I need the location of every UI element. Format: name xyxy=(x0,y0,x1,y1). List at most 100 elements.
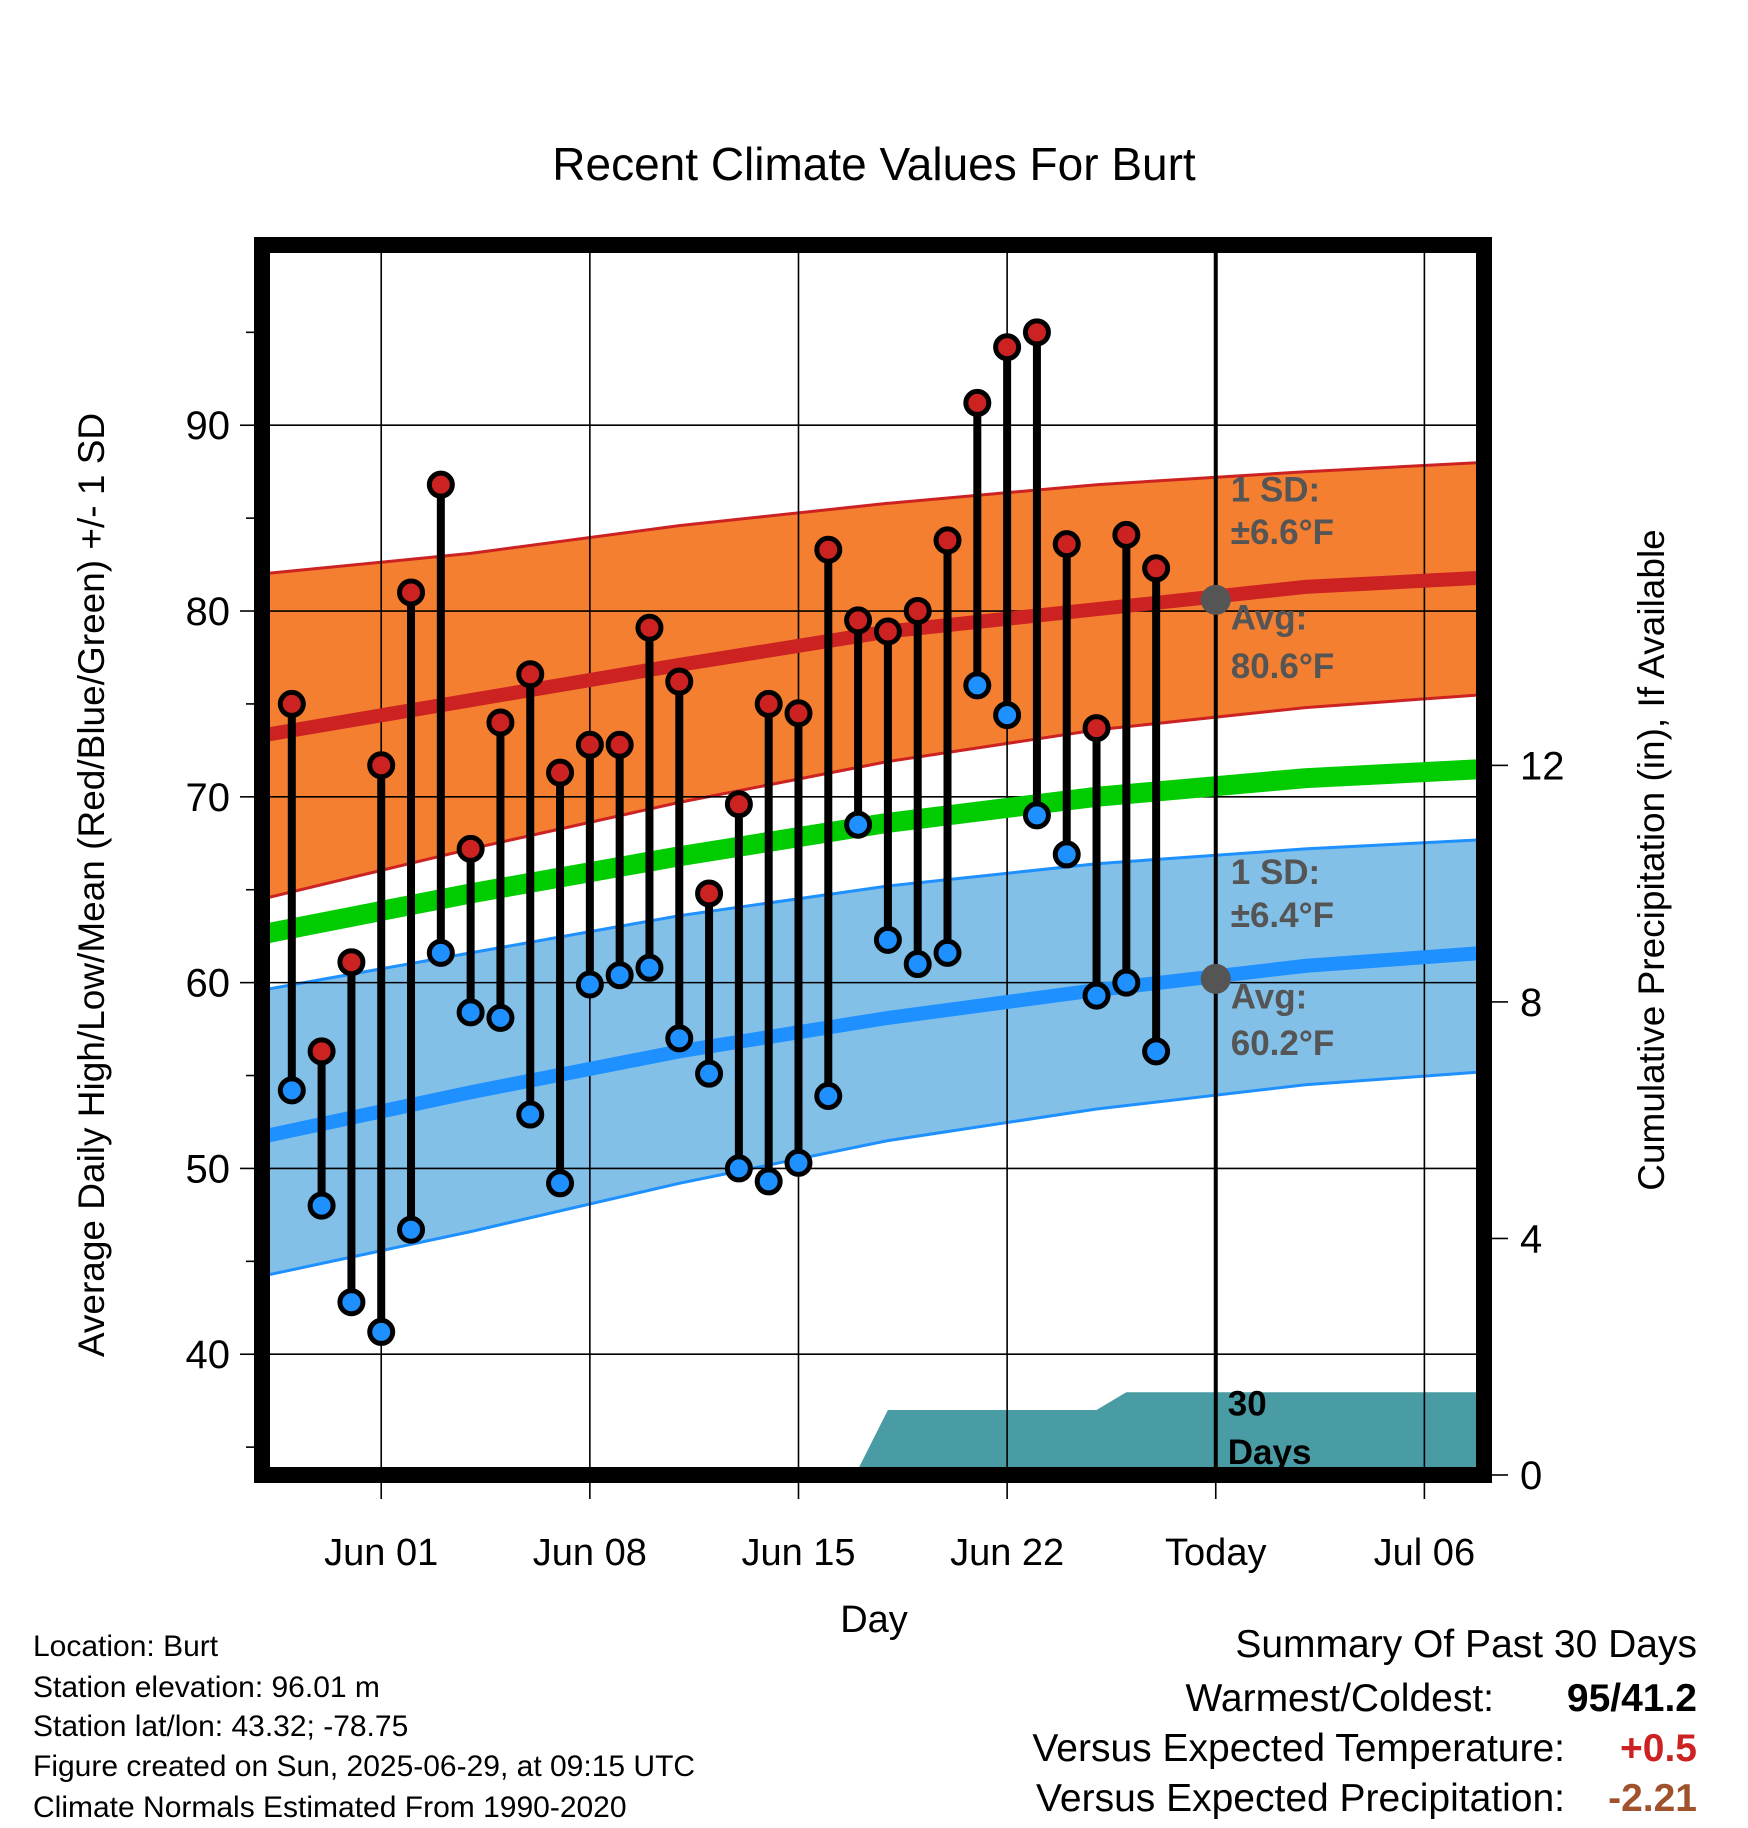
daily-low-point xyxy=(456,998,485,1027)
high-sd-label: 1 SD: xyxy=(1231,470,1320,509)
summary-precip-value: -2.21 xyxy=(1608,1777,1697,1820)
footer-created: Figure created on Sun, 2025-06-29, at 09… xyxy=(33,1750,695,1783)
footer-normals: Climate Normals Estimated From 1990-2020 xyxy=(33,1791,627,1824)
daily-low-point xyxy=(397,1215,426,1244)
daily-high-point xyxy=(277,689,306,718)
daily-low-point xyxy=(724,1154,753,1183)
daily-high-point xyxy=(873,617,902,646)
daily-low-point xyxy=(546,1169,575,1198)
daily-low-point xyxy=(814,1081,843,1110)
low-avg-label: Avg: xyxy=(1231,978,1307,1017)
y2-tick-label: 4 xyxy=(1520,1217,1542,1261)
daily-low-point xyxy=(605,961,634,990)
precip-area xyxy=(619,1392,1484,1475)
x-axis-label: Day xyxy=(840,1599,908,1641)
daily-low-point xyxy=(963,671,992,700)
footer-info: Location: Burt Station elevation: 96.01 … xyxy=(33,1630,695,1824)
daily-low-point xyxy=(903,950,932,979)
today-label-days-count: 30 xyxy=(1228,1385,1267,1424)
low-avg-marker xyxy=(1200,963,1231,994)
daily-high-point xyxy=(784,699,813,728)
high-avg-marker xyxy=(1200,584,1231,615)
daily-low-point xyxy=(337,1288,366,1317)
y-tick-label: 80 xyxy=(186,590,231,634)
high-sd-band xyxy=(262,462,1484,899)
footer-location: Location: Burt xyxy=(33,1630,219,1663)
daily-high-point xyxy=(367,751,396,780)
daily-high-point xyxy=(844,606,873,635)
high-avg-label: Avg: xyxy=(1231,599,1307,638)
daily-high-point xyxy=(1082,714,1111,743)
daily-low-point xyxy=(1022,801,1051,830)
plot-frame xyxy=(254,237,1492,1483)
y2-tick-label: 8 xyxy=(1520,981,1542,1025)
daily-high-point xyxy=(307,1037,336,1066)
daily-low-point xyxy=(754,1167,783,1196)
x-tick-label: Jul 06 xyxy=(1374,1532,1475,1574)
daily-low-point xyxy=(575,970,604,999)
summary-temp-label: Versus Expected Temperature: xyxy=(1032,1727,1565,1770)
daily-high-point xyxy=(516,660,545,689)
plot-area: 1 SD: ±6.6°F Avg: 80.6°F 1 SD: ±6.4°F Avg: 60.2… xyxy=(186,237,1565,1574)
x-tick-label: Jun 08 xyxy=(533,1532,647,1574)
x-tick-label: Jun 22 xyxy=(950,1532,1064,1574)
daily-high-point xyxy=(1112,520,1141,549)
daily-low-point xyxy=(665,1024,694,1053)
daily-high-point xyxy=(1052,530,1081,559)
high-band-upper-edge xyxy=(262,460,1484,576)
low-sd-band xyxy=(262,839,1484,1277)
x-tick-label: Today xyxy=(1165,1532,1266,1574)
chart-title: Recent Climate Values For Burt xyxy=(552,138,1196,190)
low-avg-value: 60.2°F xyxy=(1231,1024,1335,1063)
daily-low-point xyxy=(486,1003,515,1032)
daily-low-point xyxy=(1142,1037,1171,1066)
daily-low-point xyxy=(873,925,902,954)
summary-panel: Summary Of Past 30 Days Warmest/Coldest:… xyxy=(1032,1623,1697,1820)
daily-high-point xyxy=(546,758,575,787)
daily-high-point xyxy=(397,578,426,607)
daily-low-point xyxy=(1052,840,1081,869)
daily-high-point xyxy=(963,388,992,417)
low-sd-value: ±6.4°F xyxy=(1231,896,1334,935)
daily-low-point xyxy=(844,810,873,839)
daily-low-point xyxy=(1112,968,1141,997)
daily-high-point xyxy=(456,834,485,863)
y2-tick-label: 0 xyxy=(1520,1454,1542,1498)
daily-high-point xyxy=(903,597,932,626)
daily-low-point xyxy=(1082,981,1111,1010)
summary-temp-value: +0.5 xyxy=(1620,1727,1697,1770)
high-avg-value: 80.6°F xyxy=(1231,647,1335,686)
footer-elevation: Station elevation: 96.01 m xyxy=(33,1671,380,1704)
x-tick-label: Jun 15 xyxy=(741,1532,855,1574)
summary-precip-label: Versus Expected Precipitation: xyxy=(1036,1777,1565,1820)
high-sd-value: ±6.6°F xyxy=(1231,513,1334,552)
daily-low-point xyxy=(516,1100,545,1129)
y-axis-label: Average Daily High/Low/Mean (Red/Blue/Gr… xyxy=(71,413,112,1357)
y-tick-label: 70 xyxy=(186,776,231,820)
daily-high-point xyxy=(426,470,455,499)
today-label-days-word: Days xyxy=(1228,1433,1312,1472)
summary-heading: Summary Of Past 30 Days xyxy=(1235,1623,1697,1666)
low-sd-label: 1 SD: xyxy=(1231,853,1320,892)
daily-low-point xyxy=(277,1076,306,1105)
low-mean-line xyxy=(262,945,1484,1144)
daily-high-point xyxy=(1022,318,1051,347)
daily-low-point xyxy=(635,953,664,982)
y-tick-label: 90 xyxy=(186,404,231,448)
y-tick-label: 50 xyxy=(186,1147,231,1191)
daily-high-point xyxy=(575,730,604,759)
daily-low-point xyxy=(784,1148,813,1177)
daily-low-point xyxy=(993,701,1022,730)
summary-warm-cold-value: 95/41.2 xyxy=(1567,1677,1697,1720)
y2-axis-label: Cumulative Precipitation (in), If Availa… xyxy=(1631,529,1672,1191)
y-tick-label: 40 xyxy=(186,1333,231,1377)
daily-high-point xyxy=(665,667,694,696)
daily-high-point xyxy=(337,948,366,977)
plot-clipped: 1 SD: ±6.6°F Avg: 80.6°F 1 SD: ±6.4°F Avg: 60.2… xyxy=(262,245,1484,1475)
y2-tick-label: 12 xyxy=(1520,744,1565,788)
daily-high-point xyxy=(814,535,843,564)
daily-high-point xyxy=(1142,554,1171,583)
daily-high-point xyxy=(605,730,634,759)
daily-high-point xyxy=(695,879,724,908)
daily-low-point xyxy=(307,1191,336,1220)
